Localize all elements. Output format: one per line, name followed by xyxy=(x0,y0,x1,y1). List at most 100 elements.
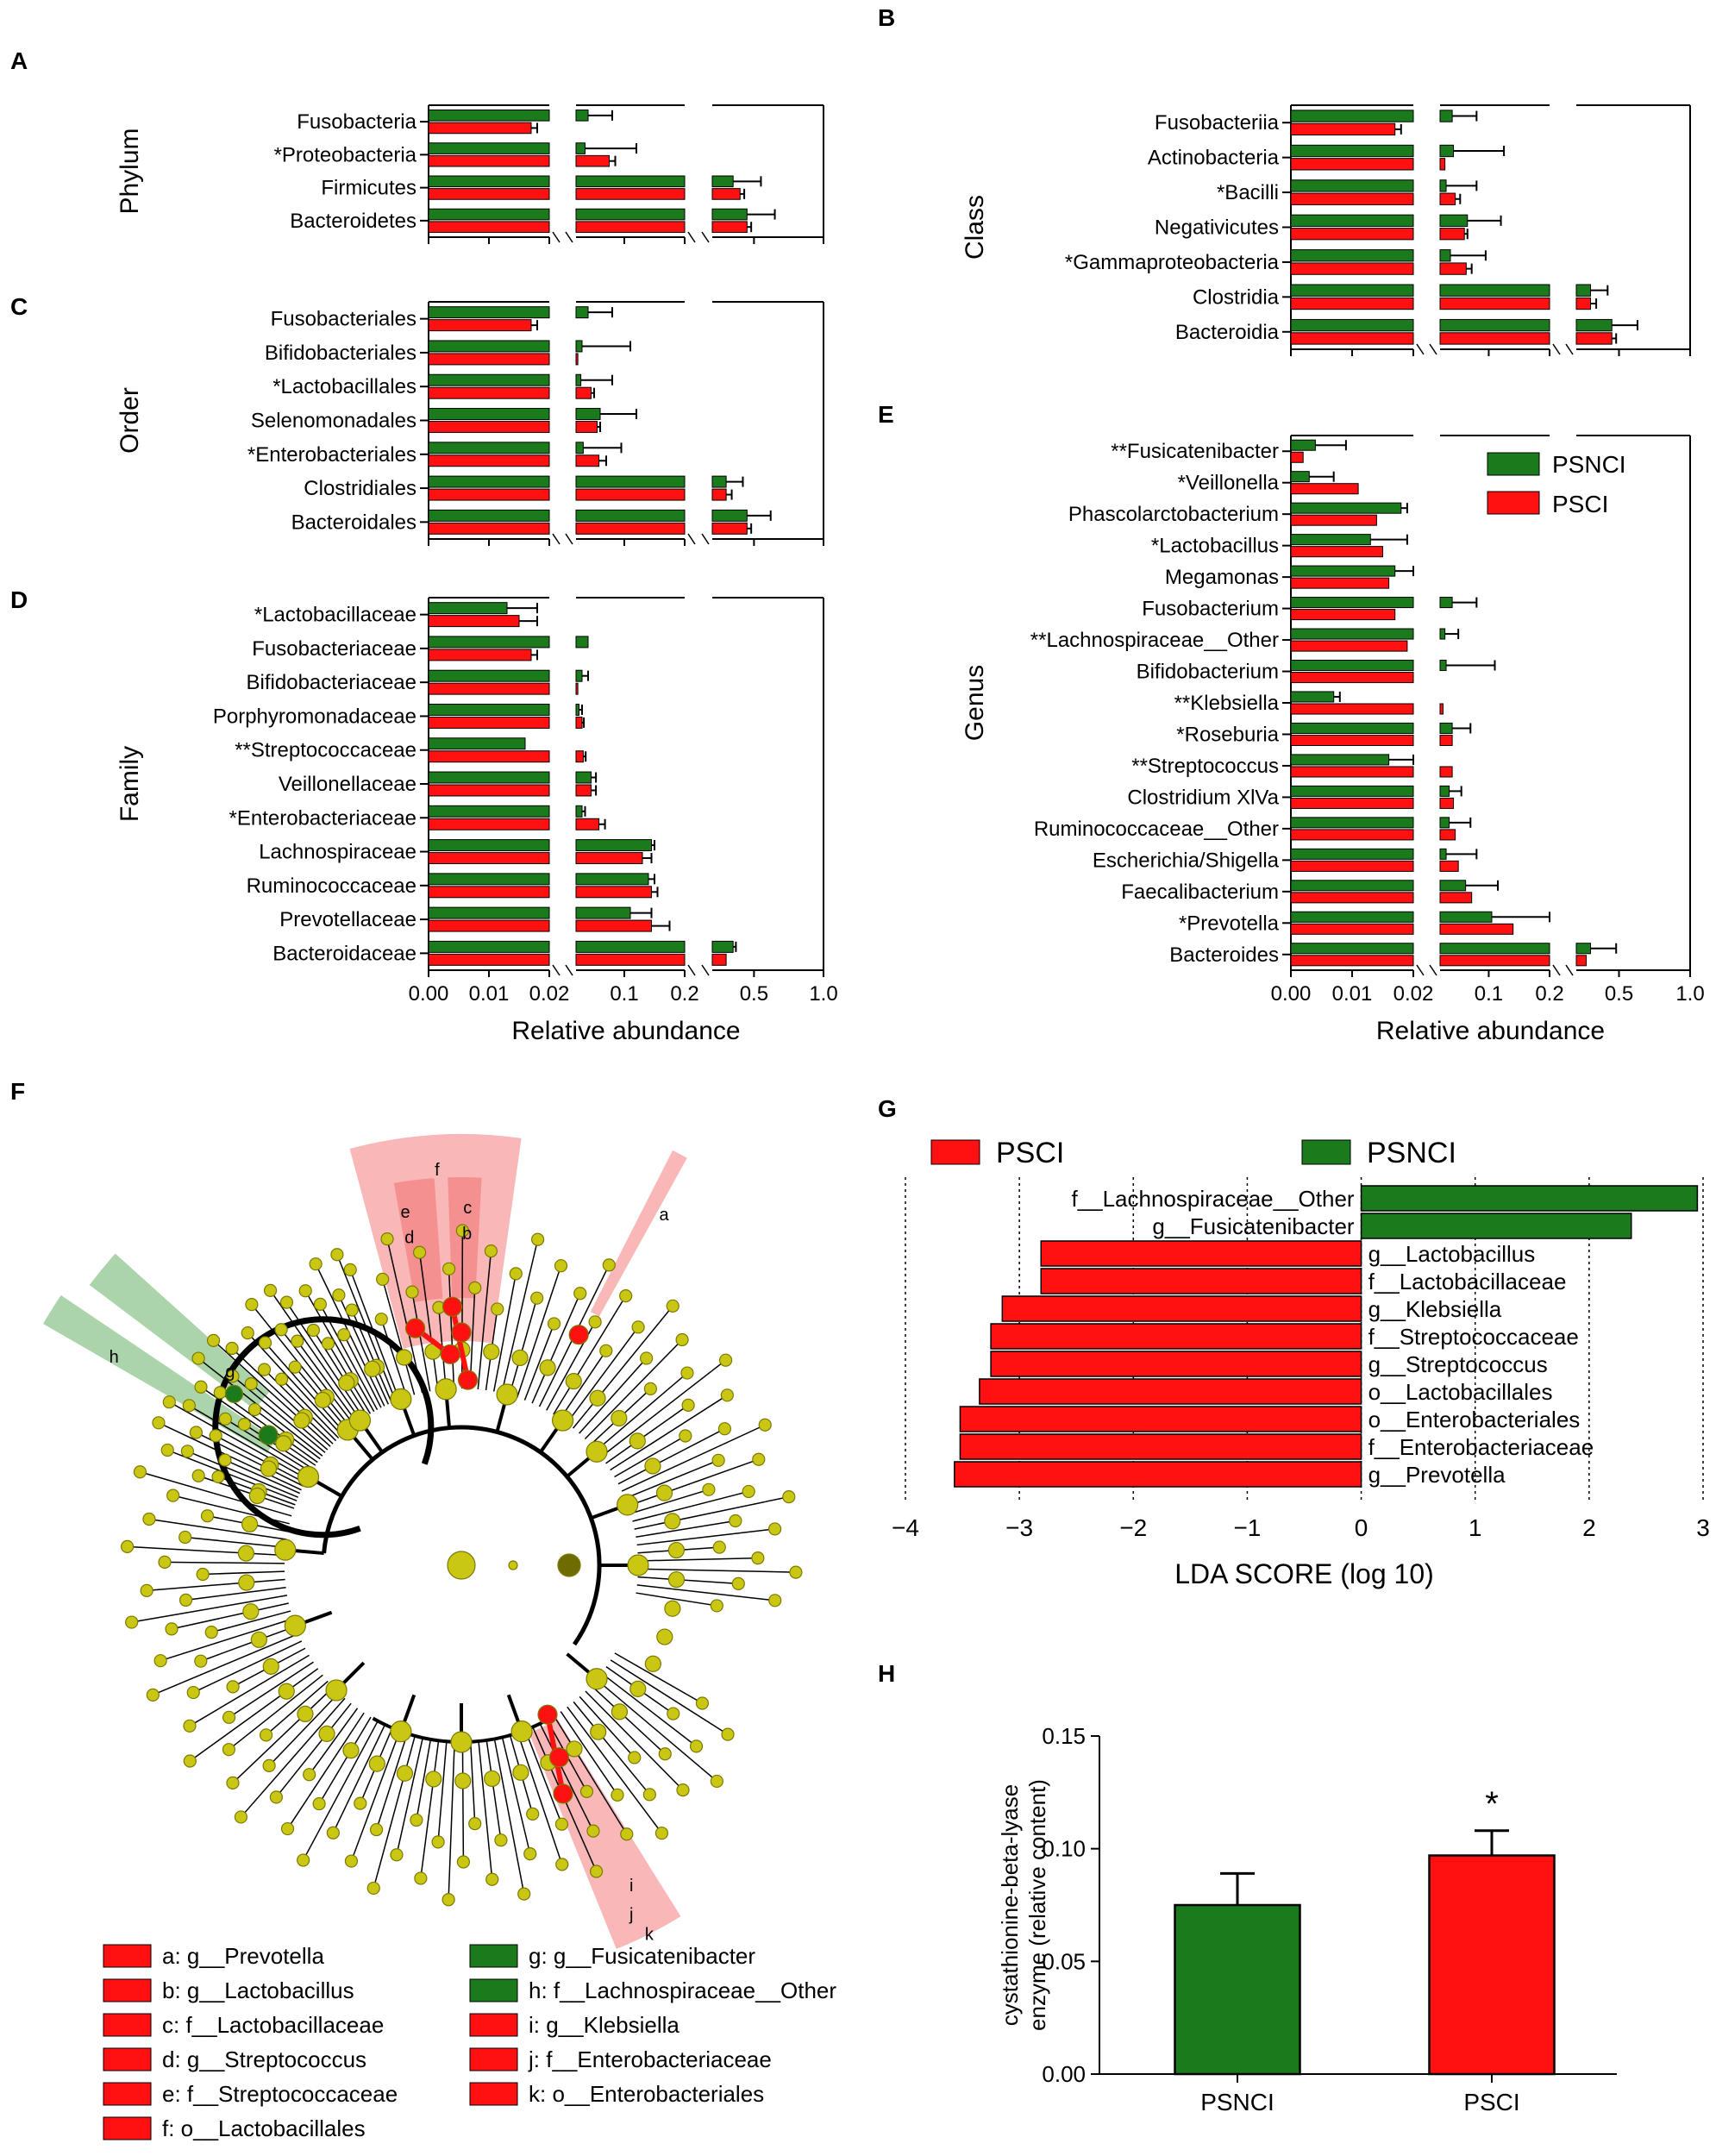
tree-ring-phylum xyxy=(322,1425,602,1646)
tree-leaf-node xyxy=(751,1551,765,1565)
tree-node xyxy=(241,1515,259,1532)
axis-break-mark xyxy=(687,964,696,976)
x-tick-label: 0.1 xyxy=(610,982,638,1006)
tree-node xyxy=(557,1553,581,1577)
bar-psci xyxy=(1439,923,1514,935)
axis-break-mark xyxy=(552,231,561,243)
tree-leaf-branch xyxy=(375,1733,409,1830)
tree-leaf-branch xyxy=(200,1626,296,1662)
tree-leaf-node xyxy=(344,1854,359,1868)
bar-psnci xyxy=(1439,817,1450,829)
x-tick-label: 1 xyxy=(1469,1514,1482,1541)
y-axis-title: Order xyxy=(116,387,144,454)
x-axis-title: LDA SCORE (log 10) xyxy=(1174,1558,1434,1589)
tree-node xyxy=(655,1484,673,1501)
tree-leaf-branch xyxy=(231,1347,334,1445)
tree-leaf-node xyxy=(654,1827,669,1840)
tree-leaf-node xyxy=(326,1826,340,1839)
tree-leaf-node xyxy=(191,1351,205,1365)
legend-swatch-b xyxy=(103,1978,152,2002)
panel-letter-e: E xyxy=(878,401,894,428)
tree-leaf-branch xyxy=(600,1359,727,1457)
tree-leaf-node xyxy=(303,1768,316,1782)
tree-leaf-node xyxy=(680,1366,694,1380)
tree-leaf-branch xyxy=(286,1712,365,1829)
tree-leaf-node xyxy=(332,1288,346,1302)
panel-letter-b: B xyxy=(878,4,895,31)
category-label: *Gammaproteobacteria xyxy=(1065,251,1280,274)
tree-node xyxy=(627,1554,649,1576)
bar-psnci xyxy=(1439,785,1450,797)
bar-psci xyxy=(711,188,741,200)
highlight-node-a xyxy=(568,1325,589,1345)
tree-leaf-node xyxy=(729,1514,742,1528)
lda-category-label: g__Streptococcus xyxy=(1368,1351,1548,1377)
tree-leaf-node xyxy=(695,1696,710,1710)
tree-leaf-branch xyxy=(469,1741,476,1824)
bar-psci xyxy=(575,953,686,966)
bar-psnci xyxy=(1290,318,1414,332)
bar-psnci xyxy=(1290,249,1414,262)
bar-psnci xyxy=(575,703,579,716)
tree-leaf-branch xyxy=(573,1701,650,1796)
bar-psnci xyxy=(1290,628,1414,640)
tree-node xyxy=(565,1373,582,1390)
category-label: *Veillonella xyxy=(1178,472,1280,495)
bar-psci xyxy=(1439,829,1456,841)
tree-node xyxy=(278,1683,295,1700)
tree-leaf-node xyxy=(717,1422,732,1436)
tree-leaf-branch xyxy=(416,1739,432,1821)
x-tick-label: −4 xyxy=(892,1514,919,1541)
tree-leaf-node xyxy=(526,1807,540,1821)
panel-letter-h: H xyxy=(878,1660,895,1687)
tree-leaf-node xyxy=(611,1788,624,1802)
tree-leaf-node xyxy=(484,1244,498,1258)
tree-leaf-node xyxy=(189,1426,204,1439)
category-label: Fusobacteriia xyxy=(1155,111,1280,135)
tree-leaf-node xyxy=(712,1540,726,1554)
tree-leaf-node xyxy=(468,1281,482,1294)
y-tick-label: 0.05 xyxy=(1042,1948,1086,1974)
tree-leaf-node xyxy=(226,1369,240,1383)
tree-leaf-node xyxy=(186,1685,200,1700)
sector-letter-k: k xyxy=(645,1926,654,1945)
bar-psnci xyxy=(1439,722,1453,734)
tree-node xyxy=(484,1770,501,1788)
tree-leaf-node xyxy=(491,1302,504,1316)
tree-leaf-node xyxy=(313,1297,327,1312)
bar-psnci xyxy=(575,408,601,420)
tree-leaf-node xyxy=(742,1484,755,1499)
tree-leaf-node xyxy=(298,1284,312,1298)
bar-psnci xyxy=(575,208,686,221)
bar-psci xyxy=(575,818,600,830)
bar-psci xyxy=(1290,228,1414,241)
bar-psci xyxy=(1290,332,1414,345)
category-label: Clostridium XlVa xyxy=(1127,786,1279,809)
y-axis-title: Class xyxy=(961,195,989,260)
tree-leaf-node xyxy=(183,1754,197,1768)
tree-leaf-node xyxy=(442,1262,456,1275)
sector-letter-g: g xyxy=(225,1363,235,1382)
tree-leaf-node xyxy=(245,1298,259,1312)
bar-psnci xyxy=(711,940,734,953)
bar-psnci xyxy=(428,669,550,682)
lda-bar-psci xyxy=(1040,1240,1362,1267)
tree-leaf-branch xyxy=(250,1383,329,1451)
bar-psci xyxy=(575,522,686,535)
x-tick-label: −2 xyxy=(1119,1514,1147,1541)
legend-label-g: g: g__Fusicatenibacter xyxy=(529,1943,755,1969)
tree-leaf-node xyxy=(768,1594,782,1608)
bar-psci xyxy=(1439,797,1455,809)
tree-leaf-branch xyxy=(636,1592,717,1607)
tree-leaf-node xyxy=(586,1824,600,1838)
bar-psnci xyxy=(1290,214,1414,227)
tree-node xyxy=(238,1574,255,1591)
highlight-sector-a xyxy=(590,1150,687,1317)
tree-leaf-branch xyxy=(285,1301,365,1419)
tree-leaf-node xyxy=(676,1783,690,1797)
legend-swatch-psnci xyxy=(1301,1139,1351,1165)
cladogram-legend: a: g__Prevotella b: g__Lactobacillus c: f_… xyxy=(103,1943,836,2141)
legend-label-k: k: o__Enterobacteriales xyxy=(529,2081,764,2107)
category-label: Selenomonadales xyxy=(251,410,416,433)
tree-leaf-branch xyxy=(411,1291,431,1392)
